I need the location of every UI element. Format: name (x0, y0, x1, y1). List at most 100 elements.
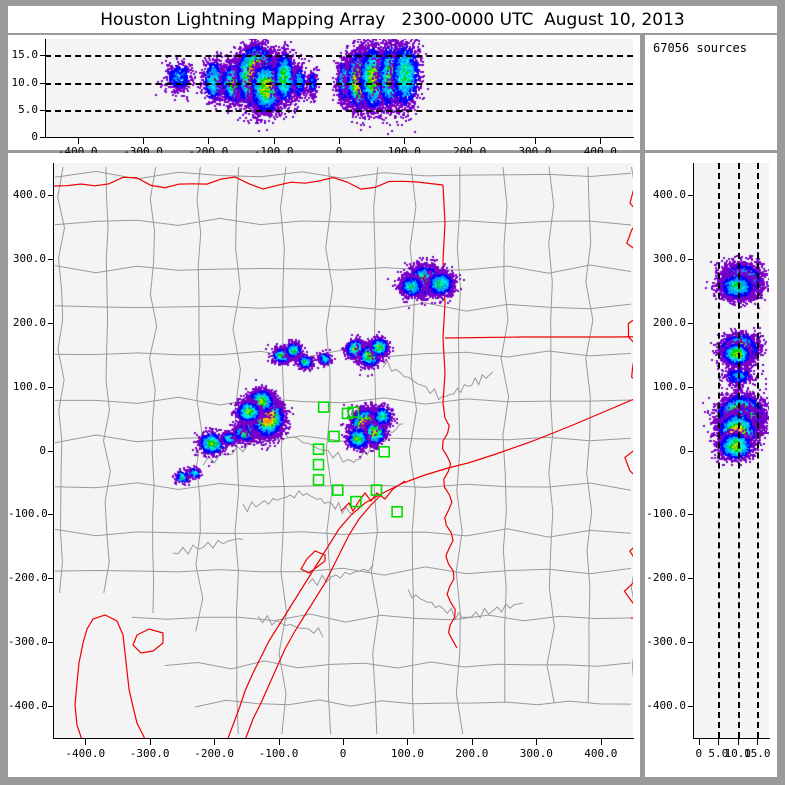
right-y-tick (688, 194, 694, 196)
map-x-tick-label: 400.0 (584, 747, 618, 760)
top-x-tick-label: 0 (335, 145, 343, 158)
top-source-points (45, 39, 633, 137)
map-x-tick-label: -200.0 (194, 747, 234, 760)
right-y-tick (688, 386, 694, 388)
map-y-tick-label: 0 (39, 443, 46, 457)
top-y-tick-label: 15.0 (11, 48, 39, 62)
top-x-axis (45, 137, 634, 138)
lma-station-marker (317, 401, 330, 413)
lma-station-marker (328, 430, 340, 443)
top-x-tick (208, 138, 210, 144)
right-x-tick-label: 10.0 (724, 747, 752, 760)
top-y-tick (40, 55, 46, 57)
top-gridline (45, 82, 633, 85)
page-title: Houston Lightning Mapping Array 2300-000… (100, 9, 685, 30)
right-y-tick-label: 400.0 (652, 187, 686, 201)
right-y-tick (688, 578, 694, 580)
map-y-tick (48, 386, 54, 388)
map-y-tick (48, 450, 54, 452)
right-x-tick-label: 5.0 (708, 747, 729, 760)
altitude-vs-east-west-panel: 0 5.0 10.0 15.0 -400.0 -300.0 -200.0 -100.0 0 10… (8, 35, 640, 158)
right-x-tick-label: 15.0 (744, 747, 771, 760)
map-x-axis (53, 738, 634, 739)
lma-station-marker (312, 458, 325, 471)
right-y-tick-label: 0 (679, 443, 686, 457)
right-gridline (737, 163, 740, 738)
top-y-tick (40, 137, 46, 138)
right-gridline (757, 163, 760, 738)
top-y-tick (40, 109, 46, 111)
map-x-tick (536, 739, 538, 745)
right-x-axis (693, 738, 770, 739)
top-y-tick-label: 0 (31, 130, 38, 143)
map-y-tick-label: 300.0 (12, 251, 46, 265)
lma-station-marker (312, 443, 325, 456)
map-x-tick (600, 739, 602, 745)
lma-station-marker (347, 406, 360, 418)
source-count-label: 67056 sources (653, 41, 747, 55)
top-x-tick (143, 138, 144, 144)
right-y-tick-label: 100.0 (652, 379, 686, 393)
map-x-tick-label: -400.0 (65, 747, 106, 760)
map-y-tick (48, 514, 54, 516)
right-plot-area (693, 163, 769, 738)
map-x-tick-label: -100.0 (258, 747, 299, 760)
lma-station-marker (391, 505, 403, 518)
right-x-tick (757, 739, 759, 745)
right-y-tick (688, 514, 694, 516)
right-y-tick (688, 450, 694, 452)
right-source-points (693, 163, 769, 738)
map-x-tick-label: 100.0 (390, 747, 424, 760)
plan-view-map-panel: -400.0 -300.0 -200.0 -100.0 0 100.0 200.0 300.0… (8, 153, 640, 777)
map-x-tick (278, 739, 280, 745)
top-x-tick (273, 138, 275, 144)
top-x-tick (404, 138, 406, 144)
right-y-tick-label: 200.0 (652, 315, 686, 329)
right-y-tick (688, 322, 694, 324)
right-y-tick (688, 706, 694, 708)
map-x-tick (214, 739, 216, 745)
top-plot-area (45, 39, 633, 137)
top-gridline (45, 55, 633, 58)
top-x-tick (77, 138, 79, 144)
map-x-tick-label: 200.0 (455, 747, 489, 760)
right-y-tick (688, 642, 694, 644)
lma-station-marker (350, 495, 362, 508)
map-y-tick-label: -200.0 (8, 571, 48, 585)
map-x-tick (85, 739, 87, 745)
map-y-tick-label: 100.0 (12, 379, 46, 393)
lma-station-marker (312, 474, 325, 486)
top-gridline (45, 109, 633, 112)
map-x-tick (471, 739, 473, 745)
map-y-tick-label: -400.0 (8, 699, 48, 713)
right-gridline (718, 163, 721, 738)
map-x-tick (149, 739, 151, 745)
right-y-tick-label: -400.0 (646, 699, 686, 713)
map-plot-area (53, 163, 633, 738)
lma-station-marker (370, 484, 383, 496)
right-y-tick-label: 300.0 (652, 251, 686, 265)
map-source-points (53, 163, 633, 738)
map-y-tick (48, 194, 54, 196)
lma-station-marker (331, 484, 344, 496)
top-y-axis (45, 39, 46, 138)
map-x-tick-label: 0 (339, 747, 347, 760)
right-x-tick (698, 739, 700, 745)
right-y-tick (688, 258, 694, 260)
top-y-tick (40, 82, 46, 84)
map-y-tick (48, 642, 54, 644)
right-x-tick (737, 739, 739, 745)
map-x-tick (343, 739, 344, 745)
map-x-tick-label: 300.0 (519, 747, 553, 760)
right-y-tick-label: -100.0 (646, 507, 686, 521)
right-y-tick-label: -300.0 (646, 635, 686, 649)
map-y-tick (48, 258, 54, 260)
right-y-tick-label: -200.0 (646, 571, 686, 585)
title-bar: Houston Lightning Mapping Array 2300-000… (8, 6, 777, 33)
right-x-tick-label: 0 (695, 747, 703, 760)
map-y-tick-label: 200.0 (12, 315, 46, 329)
map-y-tick-label: 400.0 (12, 187, 46, 201)
top-x-tick (600, 138, 602, 144)
top-x-tick (535, 138, 536, 144)
